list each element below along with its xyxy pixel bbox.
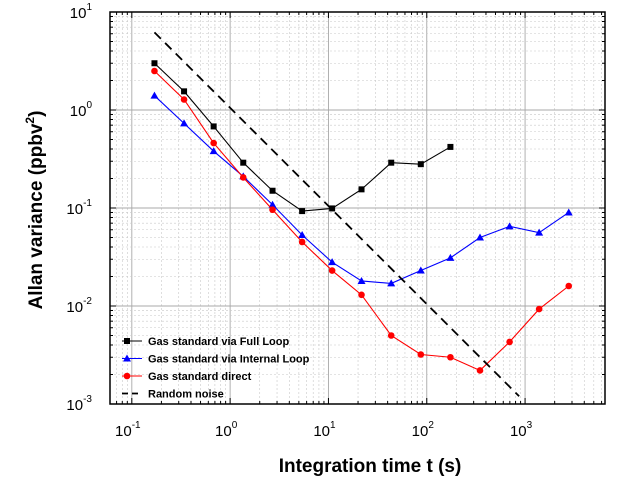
y-tick-label-base: 10 [66,201,83,218]
series-random-noise [153,31,520,397]
legend-swatch-marker [123,372,131,380]
data-point [387,279,396,287]
data-point [299,208,306,215]
data-point [446,253,455,261]
data-point [535,228,544,236]
x-tick-label: 103 [510,420,533,440]
data-point [239,174,247,181]
data-point [328,258,337,266]
legend-item: Gas standard via Internal Loop [122,354,310,366]
series-gas-standard-via-full-loop [151,60,454,215]
series-line [153,31,520,397]
x-tick-label: 10-1 [115,420,141,440]
data-point [329,205,336,212]
y-tick-label: 10-3 [66,394,92,414]
data-point [506,338,513,346]
series-plot-area [150,31,573,397]
y-tick-label-exp: -2 [83,296,92,307]
data-point [151,67,158,75]
data-point [180,96,188,103]
y-tick-label-base: 10 [66,397,83,414]
legend-item: Gas standard via Full Loop [122,336,289,348]
data-point [180,119,189,127]
x-tick-label-exp: 0 [232,420,238,431]
x-tick-label-base: 10 [215,423,232,440]
legend-item: Random noise [122,389,224,401]
data-point [298,238,306,246]
data-point [447,143,454,150]
x-tick-label: 102 [412,420,435,440]
y-axis-title: Allan variance (ppbv2) [23,111,47,310]
y-axis-title-main: Allan variance (ppbv [26,123,47,309]
y-tick-label-exp: 0 [86,100,92,111]
x-tick-label-exp: 3 [527,420,533,431]
data-point [565,282,573,290]
x-axis-title: Integration time t (s) [279,456,462,477]
data-point [358,186,365,193]
data-point [328,267,336,274]
data-point [388,159,395,166]
data-point [269,206,276,214]
data-point [210,123,217,130]
data-point [417,351,425,358]
y-tick-label: 100 [70,100,93,120]
grid-lines [109,11,605,405]
series-gas-standard-direct [151,67,573,374]
y-tick-label-exp: -3 [83,394,92,405]
data-point [209,147,218,155]
legend-label: Gas standard via Internal Loop [148,354,310,366]
legend-label: Gas standard direct [148,371,252,383]
data-point [564,208,573,216]
data-point [416,266,425,274]
y-axis-title-end: ) [26,111,47,117]
series-gas-standard-via-internal-loop [150,91,573,287]
x-tick-label-exp: 2 [428,420,434,431]
data-point [447,353,454,361]
y-tick-label-base: 10 [70,103,87,120]
data-point [387,332,395,339]
x-tick-label-exp: 1 [330,420,336,431]
data-point [240,159,247,166]
x-tick-label: 101 [313,420,336,440]
data-point [505,222,514,230]
y-tick-label-exp: -1 [83,198,92,209]
data-point [151,60,158,67]
data-point [181,88,188,95]
data-point [298,231,307,239]
plot-frame [109,11,606,405]
y-tick-label: 10-2 [66,296,92,316]
data-point [535,305,543,313]
y-axis-title-sup: 2 [23,117,37,124]
y-tick-label: 101 [70,2,93,22]
y-tick-label-base: 10 [66,299,83,316]
data-point [358,291,365,299]
x-tick-label-base: 10 [115,423,132,440]
data-point [150,91,159,99]
y-tick-label: 10-1 [66,198,92,218]
x-tick-label-base: 10 [510,423,527,440]
data-point [268,200,277,208]
legend-label: Gas standard via Full Loop [148,336,289,348]
data-point [417,161,424,168]
legend-item: Gas standard direct [122,371,252,383]
data-point [476,367,484,374]
y-tick-label-exp: 1 [86,2,92,13]
x-tick-label-base: 10 [412,423,429,440]
data-point [210,139,217,147]
data-point [269,187,276,194]
y-tick-label-base: 10 [70,5,87,22]
legend-label: Random noise [148,389,224,401]
x-tick-label-exp: -1 [132,420,141,431]
legend: Gas standard via Full Loop Gas standard v… [122,336,310,401]
data-point [357,276,366,284]
x-tick-label-base: 10 [313,423,330,440]
legend-swatch-marker [123,354,131,362]
data-point [476,233,485,241]
series-line [154,70,570,372]
x-tick-label: 100 [215,420,238,440]
legend-swatch-marker [124,338,130,344]
